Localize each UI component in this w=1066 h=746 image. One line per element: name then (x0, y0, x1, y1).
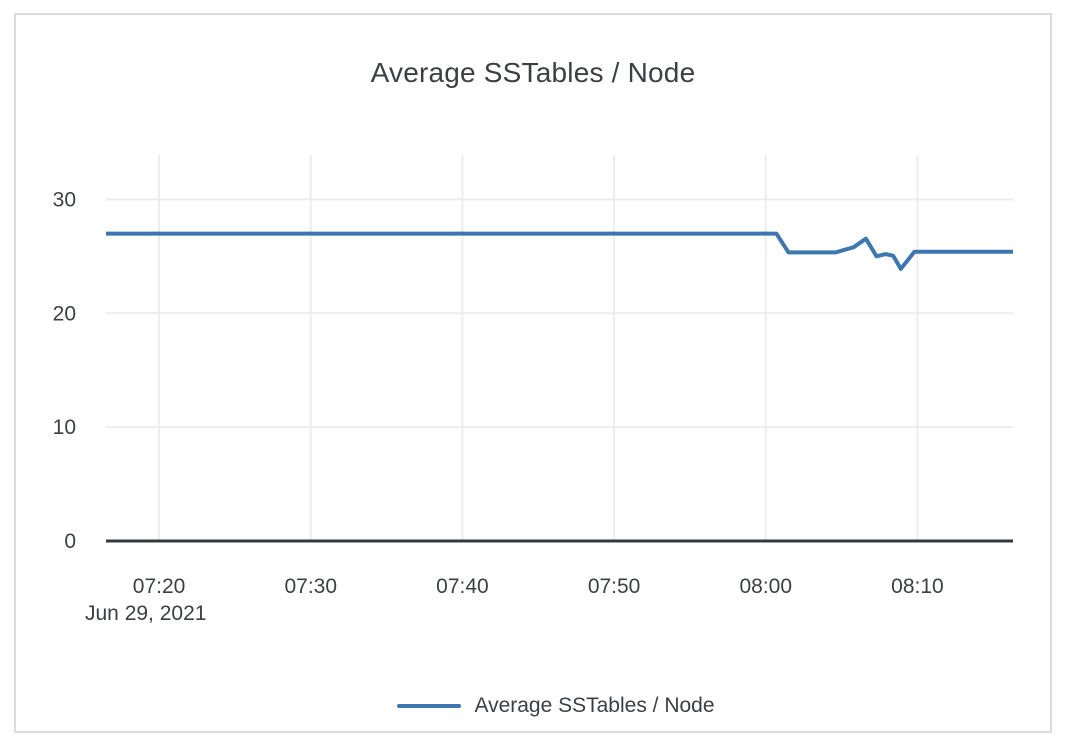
y-tick-label: 10 (53, 416, 76, 439)
x-axis-date-label: Jun 29, 2021 (85, 602, 206, 625)
x-tick-label: 07:50 (588, 575, 641, 598)
x-tick-label: 08:00 (739, 575, 792, 598)
chart-title: Average SSTables / Node (370, 57, 696, 88)
x-tick-label: 07:20 (133, 575, 186, 598)
legend: Average SSTables / Node (0, 694, 1066, 718)
x-tick-label: 07:40 (436, 575, 489, 598)
x-tick-label: 08:10 (891, 575, 944, 598)
chart-card (14, 13, 1052, 733)
y-tick-label: 0 (64, 530, 76, 553)
legend-line-swatch (397, 704, 462, 708)
legend-label: Average SSTables / Node (474, 694, 715, 717)
series-line (106, 231, 1013, 271)
x-tick-label: 07:30 (284, 575, 337, 598)
y-tick-label: 20 (53, 302, 76, 325)
y-tick-label: 30 (53, 188, 76, 211)
